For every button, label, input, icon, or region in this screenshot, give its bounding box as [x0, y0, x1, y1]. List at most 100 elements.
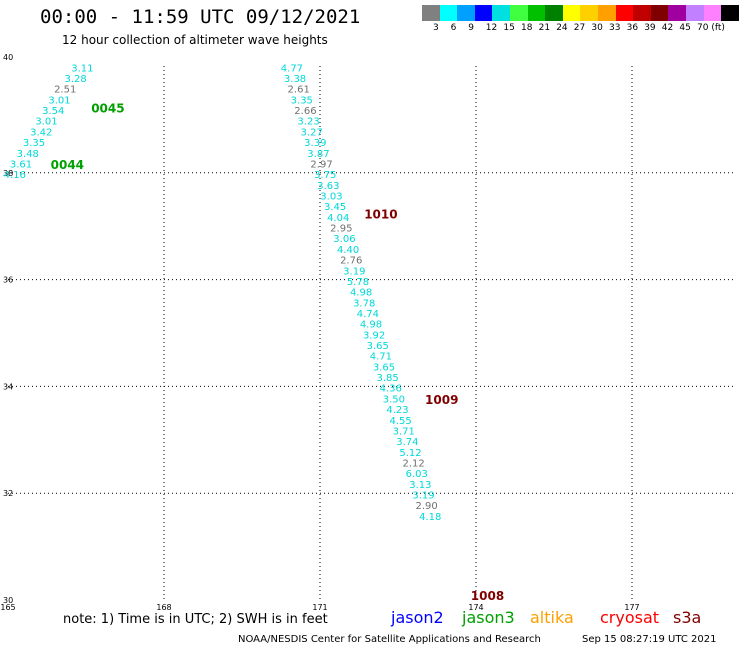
swh-value-label: 5.78: [347, 277, 369, 288]
footnote: note: 1) Time is in UTC; 2) SWH is in fe…: [63, 612, 328, 627]
legend-swatch: [580, 5, 598, 21]
legend-tick-label: 21: [538, 23, 551, 33]
time-label: 0045: [91, 101, 124, 115]
swh-value-label: 3.13: [409, 480, 431, 491]
swh-value-label: 3.87: [307, 149, 329, 160]
swh-value-label: 4.74: [357, 309, 379, 320]
legend-tick-label: 6: [450, 23, 457, 33]
legend-tick-label: 33: [609, 23, 621, 33]
swh-value-label: 2.66: [294, 106, 316, 117]
legend-tick-label: 9: [468, 23, 474, 33]
satellite-jason3: jason3: [462, 608, 515, 627]
y-tick-label: 38: [3, 169, 13, 178]
swh-value-label: 3.78: [353, 298, 375, 309]
swh-value-label: 2.97: [310, 159, 332, 170]
swh-value-label: 3.45: [324, 202, 346, 213]
time-label: 1008: [471, 589, 504, 603]
time-labels: 0045 0044 1010 1009 1008: [51, 101, 505, 603]
swh-value-label: 3.92: [363, 330, 385, 341]
grid-lines: [8, 66, 736, 600]
footer-credit: NOAA/NESDIS Center for Satellite Applica…: [238, 634, 541, 645]
legend-tick-label: 36: [626, 23, 639, 33]
swh-value-label: 4.18: [419, 512, 441, 523]
swh-value-label: 3.11: [71, 63, 93, 74]
legend-swatch: [474, 5, 493, 21]
legend-swatch: [633, 5, 651, 21]
legend-tick-label: 24: [556, 23, 568, 33]
swh-value-label: 4.04: [327, 213, 349, 224]
legend-swatch: [422, 5, 440, 21]
x-tick-label: 168: [156, 603, 171, 612]
legend-tick-label: 3: [433, 23, 439, 33]
swh-value-label: 3.01: [48, 95, 70, 106]
swh-value-label: 3.27: [301, 127, 323, 138]
legend-tick-label: 42: [661, 23, 674, 33]
swh-value-label: 3.19: [343, 266, 365, 277]
legend-tick-label: 39: [644, 23, 656, 33]
swh-value-label: 3.06: [333, 234, 355, 245]
swh-value-label: 3.19: [412, 491, 434, 502]
swh-value-label: 4.23: [386, 405, 408, 416]
legend-tick-label: 15: [503, 23, 515, 33]
swh-value-label: 4.98: [350, 288, 372, 299]
y-tick-label: 32: [3, 489, 13, 498]
swh-value-label: 2.61: [288, 85, 310, 96]
swh-value-label: 3.65: [373, 362, 395, 373]
swh-value-label: 4.16: [4, 170, 26, 181]
swh-value-label: 2.51: [54, 85, 76, 96]
legend-swatch: [439, 5, 458, 21]
legend-swatch: [545, 5, 563, 21]
legend-tick-label: 18: [521, 23, 533, 33]
legend-swatch: [527, 5, 546, 21]
swh-value-label: 3.71: [393, 426, 415, 437]
swh-value-label: 3.65: [367, 341, 389, 352]
time-label: 0044: [51, 158, 84, 172]
swh-value-label: 3.35: [291, 95, 313, 106]
swh-value-label: 3.28: [64, 74, 86, 85]
legend-swatch: [509, 5, 528, 21]
swh-value-label: 3.54: [42, 106, 64, 117]
y-tick-label: 36: [3, 276, 13, 285]
swh-value-label: 3.50: [383, 394, 405, 405]
legend-swatch: [597, 5, 616, 21]
swh-value-label: 3.23: [297, 117, 319, 128]
satellite-altika: altika: [530, 608, 574, 627]
color-legend-labels: 3 6 9 12 15 18 21 24 27 30 33 36 39 42 45 70 (ft): [422, 23, 740, 35]
legend-swatch: [721, 5, 739, 21]
legend-swatch: [492, 5, 510, 21]
y-tick-label: 30: [3, 596, 13, 605]
x-tick-label: 165: [0, 603, 15, 612]
swh-value-label: 3.35: [23, 138, 45, 149]
y-tick-label: 40: [3, 53, 13, 62]
x-tick-label: 174: [468, 603, 483, 612]
swh-value-label: 3.63: [317, 181, 339, 192]
y-tick-label: 34: [3, 382, 13, 391]
swh-value-label: 5.12: [399, 448, 421, 459]
swh-value-label: 3.39: [304, 138, 326, 149]
legend-swatch: [703, 5, 722, 21]
legend-swatch: [615, 5, 634, 21]
legend-tick-label: 30: [591, 23, 603, 33]
time-label: 1010: [364, 208, 397, 222]
swh-value-label: 3.48: [17, 149, 39, 160]
swh-value-label: 4.55: [389, 416, 411, 427]
swh-value-label: 4.36: [380, 384, 402, 395]
swh-value-label: 3.03: [320, 192, 342, 203]
chart-subtitle: 12 hour collection of altimeter wave hei…: [62, 33, 328, 47]
swh-value-label: 3.01: [35, 117, 57, 128]
swh-value-label: 3.75: [314, 170, 336, 181]
chart-title: 00:00 - 11:59 UTC 09/12/2021: [40, 6, 361, 28]
swh-value-label: 3.38: [284, 74, 306, 85]
x-tick-label: 177: [624, 603, 639, 612]
swh-value-label: 6.03: [406, 469, 428, 480]
color-legend-bar: [422, 5, 739, 21]
time-label: 1009: [425, 393, 458, 407]
swh-value-label: 3.85: [376, 373, 398, 384]
swh-value-label: 2.95: [330, 224, 352, 235]
legend-swatch: [562, 5, 581, 21]
satellite-jason2: jason2: [391, 608, 444, 627]
swh-value-label: 2.76: [340, 256, 362, 267]
legend-swatch: [685, 5, 704, 21]
